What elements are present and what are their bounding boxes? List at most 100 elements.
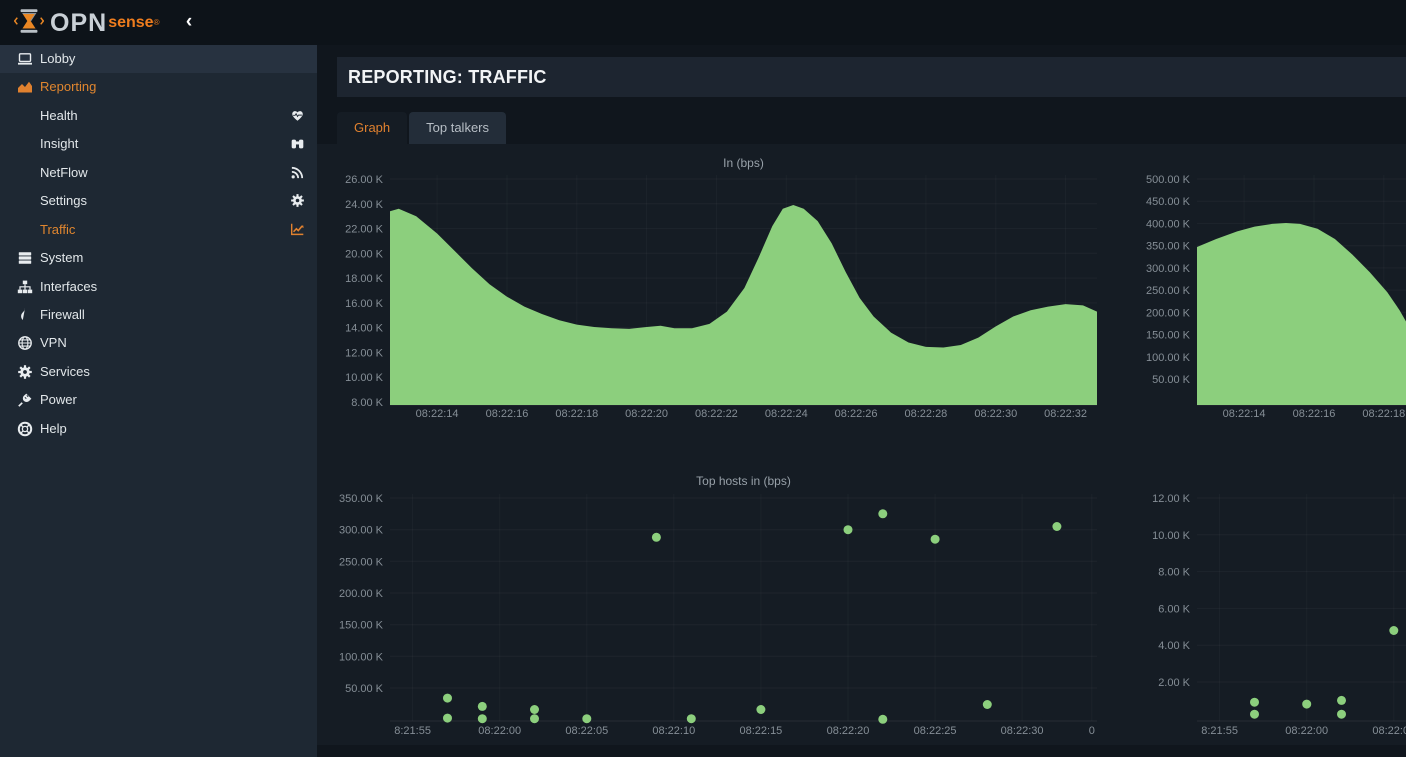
svg-text:08:22:28: 08:22:28 bbox=[904, 408, 947, 420]
topbar: OPNsense® ‹ bbox=[0, 0, 1406, 45]
svg-text:8.00 K: 8.00 K bbox=[1158, 567, 1190, 579]
tab-bar: Graph Top talkers bbox=[337, 112, 506, 144]
svg-text:12.00 K: 12.00 K bbox=[1152, 493, 1191, 505]
sitemap-icon bbox=[17, 279, 33, 295]
svg-text:250.00 K: 250.00 K bbox=[1146, 285, 1191, 297]
svg-text:08:22:16: 08:22:16 bbox=[1293, 408, 1336, 420]
sidebar-item-label: Power bbox=[40, 386, 77, 414]
sidebar-collapse-button[interactable]: ‹ bbox=[178, 8, 200, 36]
sidebar-item-label: VPN bbox=[40, 329, 67, 357]
opnsense-logo[interactable]: OPNsense® bbox=[14, 6, 159, 40]
chart-top-hosts-in-bps: 350.00 K300.00 K250.00 K200.00 K150.00 K… bbox=[337, 468, 1135, 745]
chart-right-scatter-partial: 12.00 K10.00 K8.00 K6.00 K4.00 K2.00 K8:… bbox=[1135, 468, 1406, 745]
svg-text:4.00 K: 4.00 K bbox=[1158, 640, 1190, 652]
chart-right-area-partial: 500.00 K 450.00 K 400.00 K 350.00 K 300.00 K… bbox=[1135, 150, 1406, 430]
logo-text-sense: sense bbox=[108, 6, 153, 40]
sidebar-item-interfaces[interactable]: Interfaces bbox=[0, 273, 317, 301]
svg-text:10.00 K: 10.00 K bbox=[1152, 530, 1191, 542]
sidebar-item-label: Health bbox=[40, 102, 78, 130]
fire-icon bbox=[17, 307, 33, 323]
laptop-icon bbox=[17, 51, 33, 67]
app-root: OPNsense® ‹ LobbyReportingHealthInsightN… bbox=[0, 0, 1406, 757]
content: REPORTING: TRAFFIC Graph Top talkers 26.… bbox=[317, 45, 1406, 757]
opnsense-logo-icon bbox=[14, 5, 44, 42]
sidebar-item-insight[interactable]: Insight bbox=[0, 130, 317, 158]
sidebar-item-label: Interfaces bbox=[40, 273, 97, 301]
svg-text:08:22:05: 08:22:05 bbox=[1372, 725, 1406, 737]
svg-text:500.00 K: 500.00 K bbox=[1146, 174, 1191, 186]
charts-panel: 26.00 K 24.00 K 22.00 K 20.00 K 18.00 K 16.00… bbox=[317, 144, 1406, 745]
svg-text:08:22:14: 08:22:14 bbox=[416, 408, 459, 420]
svg-text:450.00 K: 450.00 K bbox=[1146, 196, 1191, 208]
sidebar-item-lobby[interactable]: Lobby bbox=[0, 45, 317, 73]
logo-registered-mark: ® bbox=[154, 13, 160, 33]
sidebar-item-help[interactable]: Help bbox=[0, 415, 317, 443]
svg-text:08:22:10: 08:22:10 bbox=[652, 725, 695, 737]
sidebar-item-label: Firewall bbox=[40, 301, 85, 329]
svg-text:2.00 K: 2.00 K bbox=[1158, 677, 1190, 689]
svg-text:08:22:05: 08:22:05 bbox=[565, 725, 608, 737]
binoculars-icon bbox=[290, 136, 305, 151]
svg-text:24.00 K: 24.00 K bbox=[345, 199, 384, 211]
svg-text:08:22:20: 08:22:20 bbox=[827, 725, 870, 737]
globe-icon bbox=[17, 335, 33, 351]
svg-text:In (bps): In (bps) bbox=[723, 156, 764, 170]
heartbeat-icon bbox=[290, 108, 305, 123]
svg-text:300.00 K: 300.00 K bbox=[1146, 263, 1191, 275]
svg-text:10.00 K: 10.00 K bbox=[345, 372, 384, 384]
sidebar-item-netflow[interactable]: NetFlow bbox=[0, 159, 317, 187]
life-ring-icon bbox=[17, 421, 33, 437]
svg-text:22.00 K: 22.00 K bbox=[345, 224, 384, 236]
sidebar-item-label: Help bbox=[40, 415, 67, 443]
sidebar-item-reporting[interactable]: Reporting bbox=[0, 73, 317, 101]
sidebar-item-power[interactable]: Power bbox=[0, 386, 317, 414]
svg-text:150.00 K: 150.00 K bbox=[1146, 330, 1191, 342]
sidebar-item-label: Lobby bbox=[40, 45, 75, 73]
svg-text:08:22:25: 08:22:25 bbox=[914, 725, 957, 737]
svg-text:08:22:24: 08:22:24 bbox=[765, 408, 808, 420]
svg-text:0: 0 bbox=[1089, 725, 1095, 737]
sidebar-item-vpn[interactable]: VPN bbox=[0, 329, 317, 357]
svg-text:08:22:32: 08:22:32 bbox=[1044, 408, 1087, 420]
line-chart-icon bbox=[290, 222, 305, 237]
svg-text:150.00 K: 150.00 K bbox=[339, 620, 384, 632]
svg-text:100.00 K: 100.00 K bbox=[339, 651, 384, 663]
sidebar-item-firewall[interactable]: Firewall bbox=[0, 301, 317, 329]
sidebar-item-settings[interactable]: Settings bbox=[0, 187, 317, 215]
svg-text:100.00 K: 100.00 K bbox=[1146, 352, 1191, 364]
svg-text:08:22:16: 08:22:16 bbox=[486, 408, 529, 420]
tab-graph[interactable]: Graph bbox=[337, 112, 407, 144]
sidebar-item-label: Insight bbox=[40, 130, 78, 158]
svg-text:8:21:55: 8:21:55 bbox=[394, 725, 431, 737]
svg-text:16.00 K: 16.00 K bbox=[345, 298, 384, 310]
page-header: REPORTING: TRAFFIC bbox=[337, 57, 1406, 97]
svg-text:08:22:30: 08:22:30 bbox=[1001, 725, 1044, 737]
sidebar-item-services[interactable]: Services bbox=[0, 358, 317, 386]
svg-text:250.00 K: 250.00 K bbox=[339, 556, 384, 568]
svg-text:Top hosts in (bps): Top hosts in (bps) bbox=[696, 474, 791, 488]
svg-text:350.00 K: 350.00 K bbox=[1146, 241, 1191, 253]
sidebar-item-health[interactable]: Health bbox=[0, 102, 317, 130]
sidebar-item-system[interactable]: System bbox=[0, 244, 317, 272]
sidebar-item-label: Settings bbox=[40, 187, 87, 215]
svg-text:14.00 K: 14.00 K bbox=[345, 323, 384, 335]
server-icon bbox=[17, 250, 33, 266]
svg-text:8:21:55: 8:21:55 bbox=[1201, 725, 1238, 737]
sidebar-item-traffic[interactable]: Traffic bbox=[0, 216, 317, 244]
svg-text:300.00 K: 300.00 K bbox=[339, 525, 384, 537]
svg-text:08:22:14: 08:22:14 bbox=[1223, 408, 1266, 420]
svg-text:8.00 K: 8.00 K bbox=[351, 397, 383, 409]
svg-text:50.00 K: 50.00 K bbox=[1152, 374, 1191, 386]
svg-text:400.00 K: 400.00 K bbox=[1146, 218, 1191, 230]
rss-icon bbox=[290, 165, 305, 180]
tab-top-talkers[interactable]: Top talkers bbox=[409, 112, 506, 144]
gear-icon bbox=[290, 193, 305, 208]
sidebar-item-label: Reporting bbox=[40, 73, 96, 101]
svg-text:20.00 K: 20.00 K bbox=[345, 248, 384, 260]
svg-text:08:22:00: 08:22:00 bbox=[1285, 725, 1328, 737]
page-title: REPORTING: TRAFFIC bbox=[348, 57, 547, 97]
svg-text:08:22:30: 08:22:30 bbox=[974, 408, 1017, 420]
svg-text:18.00 K: 18.00 K bbox=[345, 273, 384, 285]
svg-text:08:22:26: 08:22:26 bbox=[835, 408, 878, 420]
svg-text:26.00 K: 26.00 K bbox=[345, 174, 384, 186]
